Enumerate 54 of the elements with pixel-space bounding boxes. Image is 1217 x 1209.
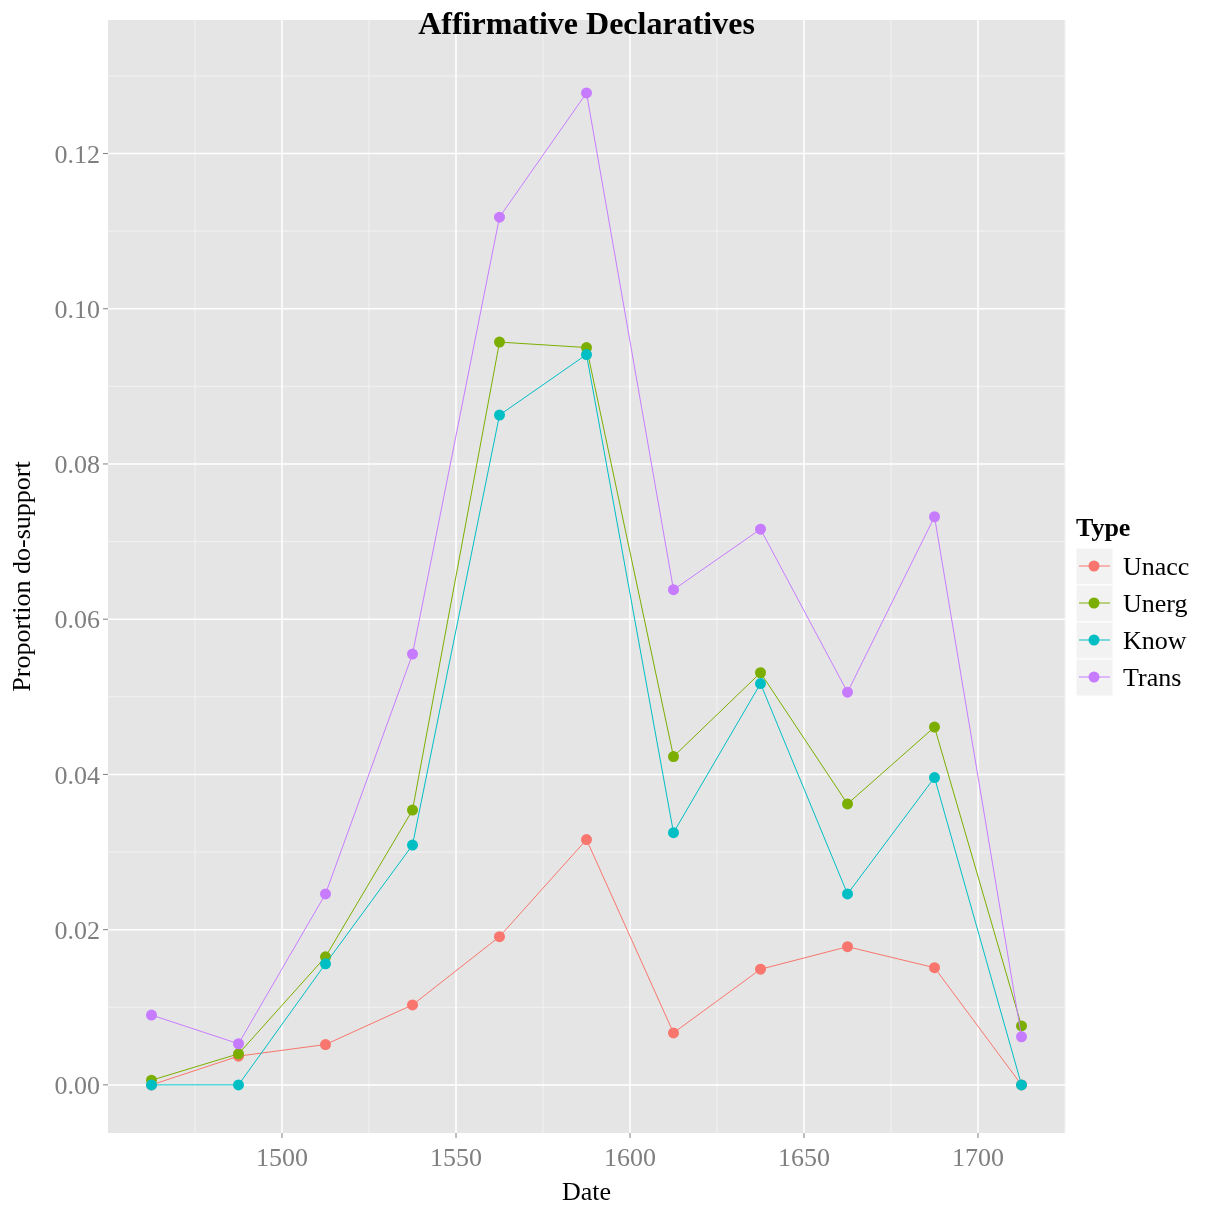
point: [233, 1038, 244, 1050]
x-axis-title: Date: [561, 1177, 612, 1206]
point: [929, 772, 940, 784]
point: [1016, 1031, 1027, 1043]
point: [494, 931, 505, 943]
y-axis-title: Proportion do-support: [7, 460, 36, 692]
point: [320, 888, 331, 900]
y-tick-label: 0.04: [54, 760, 100, 790]
x-tick-label: 1600: [604, 1143, 656, 1172]
point: [929, 962, 940, 974]
point: [146, 1009, 157, 1021]
point: [407, 648, 418, 660]
y-tick-label: 0.06: [54, 605, 100, 635]
y-tick-label: 0.10: [54, 294, 100, 324]
point: [233, 1079, 244, 1091]
point: [494, 211, 505, 223]
y-tick-label: 0.12: [54, 139, 100, 169]
point: [320, 1039, 331, 1051]
legend-title: Type: [1076, 513, 1131, 542]
point: [581, 834, 592, 846]
legend-label: Know: [1123, 626, 1187, 656]
y-tick-label: 0.08: [54, 450, 100, 480]
point: [494, 409, 505, 421]
point: [407, 999, 418, 1011]
point: [755, 667, 766, 679]
point: [755, 963, 766, 975]
point: [755, 523, 766, 535]
x-tick-label: 1700: [952, 1143, 1004, 1172]
point: [842, 798, 853, 810]
x-tick-label: 1550: [430, 1143, 482, 1172]
point: [842, 686, 853, 698]
y-tick-label: 0.02: [54, 915, 100, 945]
point: [320, 958, 331, 970]
point: [494, 336, 505, 348]
point: [668, 751, 679, 763]
point: [581, 349, 592, 361]
point: [755, 678, 766, 690]
point: [581, 87, 592, 99]
point: [407, 804, 418, 816]
point: [842, 888, 853, 900]
point: [668, 827, 679, 839]
chart-title: Affirmative Declaratives: [418, 5, 755, 41]
legend-label: Trans: [1123, 663, 1182, 693]
point: [929, 511, 940, 523]
y-tick-label: 0.00: [54, 1070, 100, 1100]
x-tick-label: 1650: [778, 1143, 830, 1172]
point: [668, 1027, 679, 1039]
point: [929, 721, 940, 733]
point: [668, 584, 679, 596]
legend-label: Unerg: [1123, 589, 1188, 619]
point: [842, 941, 853, 953]
x-tick-label: 1500: [256, 1143, 308, 1172]
legend-label: Unacc: [1123, 552, 1190, 582]
point: [407, 839, 418, 851]
